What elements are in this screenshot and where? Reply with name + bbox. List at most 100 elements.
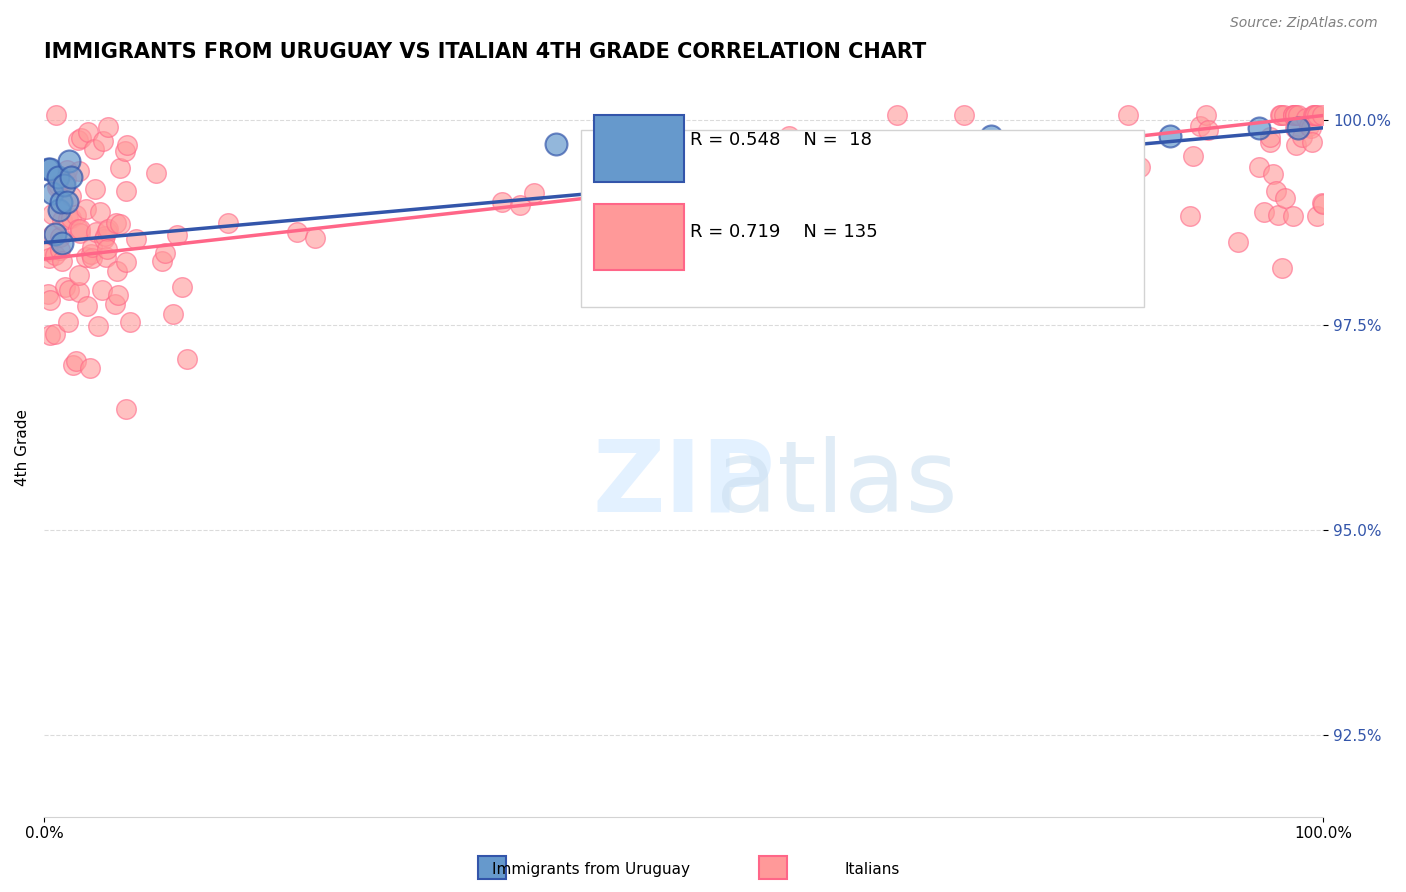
Point <box>82 240 104 254</box>
Point <box>65 353 87 368</box>
Point <box>1282 108 1305 122</box>
Point <box>67 222 90 236</box>
Point <box>1281 209 1303 223</box>
Point <box>509 197 531 211</box>
Point <box>523 186 546 201</box>
Point <box>1312 197 1334 211</box>
Point <box>49 243 72 257</box>
Point <box>1268 108 1291 122</box>
Point <box>1129 160 1152 174</box>
Text: IMMIGRANTS FROM URUGUAY VS ITALIAN 4TH GRADE CORRELATION CHART: IMMIGRANTS FROM URUGUAY VS ITALIAN 4TH G… <box>44 42 927 62</box>
Point <box>44 227 66 242</box>
Point <box>953 108 976 122</box>
Point <box>1159 128 1181 143</box>
Point <box>1116 108 1139 122</box>
Point <box>1258 135 1281 149</box>
Point <box>67 133 90 147</box>
Point <box>1181 149 1204 163</box>
Point <box>1258 130 1281 145</box>
Point <box>41 227 63 242</box>
Point <box>65 208 87 222</box>
Point <box>1195 108 1218 122</box>
Point <box>115 402 138 417</box>
Text: ZIP: ZIP <box>592 436 775 533</box>
Point <box>1253 205 1275 219</box>
Point <box>115 184 138 198</box>
Point <box>1267 208 1289 222</box>
Point <box>67 268 90 282</box>
Point <box>79 360 101 375</box>
Point <box>90 283 112 297</box>
Point <box>544 137 567 152</box>
Point <box>56 163 79 178</box>
Point <box>58 283 80 297</box>
Point <box>115 255 138 269</box>
Point <box>1264 184 1286 198</box>
FancyBboxPatch shape <box>593 204 683 270</box>
Point <box>80 247 103 261</box>
Y-axis label: 4th Grade: 4th Grade <box>15 409 30 486</box>
Point <box>1270 108 1292 122</box>
Point <box>58 212 80 227</box>
Point <box>83 141 105 155</box>
Point <box>59 169 82 184</box>
Point <box>586 157 609 171</box>
Point <box>39 327 62 342</box>
Point <box>1285 137 1308 152</box>
Point <box>91 134 114 148</box>
Point <box>75 251 97 265</box>
Point <box>39 161 62 176</box>
Bar <box>478 856 506 879</box>
Point <box>217 216 239 230</box>
Point <box>176 352 198 367</box>
Point <box>658 176 681 190</box>
Point <box>1272 108 1295 122</box>
Point <box>51 235 73 250</box>
Point <box>69 226 91 240</box>
Point <box>697 187 720 202</box>
Point <box>643 157 665 171</box>
Point <box>1271 260 1294 275</box>
Point <box>912 190 935 204</box>
Point <box>96 224 118 238</box>
Point <box>150 254 173 268</box>
Point <box>49 194 72 209</box>
Point <box>108 161 131 175</box>
Point <box>1301 135 1323 149</box>
Point <box>62 358 84 372</box>
Point <box>145 166 167 180</box>
Point <box>172 280 194 294</box>
Text: Immigrants from Uruguay: Immigrants from Uruguay <box>492 863 689 877</box>
Point <box>104 216 127 230</box>
Point <box>903 190 925 204</box>
Point <box>1284 108 1306 122</box>
Point <box>45 180 67 194</box>
Point <box>1291 129 1313 144</box>
Point <box>37 161 59 176</box>
Point <box>1261 167 1284 181</box>
Point <box>37 244 59 258</box>
Point <box>96 250 118 264</box>
Point <box>1295 112 1317 126</box>
Point <box>304 231 326 245</box>
Point <box>980 128 1002 143</box>
Point <box>491 194 513 209</box>
Point <box>97 120 120 134</box>
Point <box>1284 120 1306 135</box>
Point <box>1284 108 1306 122</box>
Point <box>118 315 141 329</box>
FancyBboxPatch shape <box>581 130 1144 308</box>
Point <box>1299 121 1322 136</box>
Point <box>44 248 66 262</box>
Point <box>59 189 82 203</box>
Point <box>45 108 67 122</box>
Point <box>84 225 107 239</box>
Point <box>41 207 63 221</box>
Point <box>1302 108 1324 122</box>
Point <box>56 194 79 209</box>
Point <box>834 161 856 176</box>
Point <box>1303 108 1326 122</box>
Point <box>162 307 184 321</box>
Point <box>51 213 73 227</box>
Point <box>49 230 72 244</box>
